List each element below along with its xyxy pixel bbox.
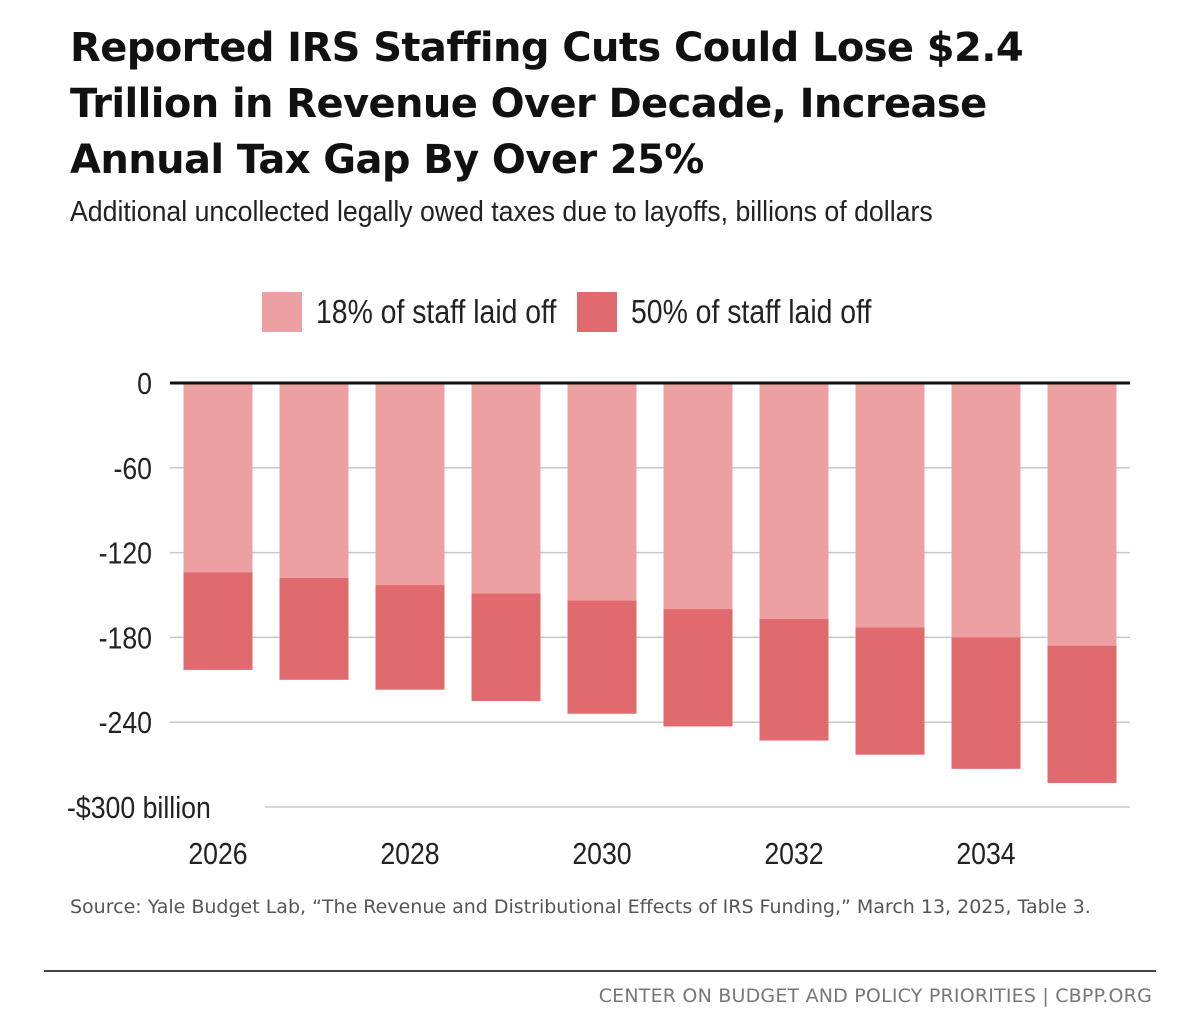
y-tick-label: -120 [99,536,152,571]
y-axis-tick-labels: 0 -60 -120 -180 -240 -$300 billion [67,366,211,825]
x-tick-label: 2034 [956,836,1015,871]
bar-18-percent-2034 [951,383,1021,638]
x-axis-tick-labels: 2026 2028 2030 2032 2034 [188,836,1015,871]
legend-swatch-18-percent [262,292,302,332]
footer-credit: CENTER ON BUDGET AND POLICY PRIORITIES |… [598,985,1152,1007]
legend-item-18-percent: 18% of staff laid off [262,292,557,332]
bar-chart: 0-60-120-180-240-$300 billion 2026 2028 20… [67,366,1130,871]
footer-divider [44,970,1156,972]
bar-18-percent-2031 [663,383,733,610]
source-note: Source: Yale Budget Lab, “The Revenue an… [70,896,1091,918]
legend-item-50-percent: 50% of staff laid off [577,292,872,332]
y-tick-label: -60 [113,451,152,486]
x-tick-label: 2030 [572,836,631,871]
x-tick-label: 2026 [188,836,247,871]
y-tick-label: -240 [99,705,152,740]
bar-18-percent-2033 [855,383,925,628]
bar-18-percent-2030 [567,383,637,601]
chart-title: Reported IRS Staffing Cuts Could Lose $2… [70,25,1024,183]
legend-label-18-percent: 18% of staff laid off [316,293,557,330]
bar-18-percent-2027 [279,383,349,579]
legend-swatch-50-percent [577,292,618,332]
bar-18-percent-2026 [183,383,253,573]
chart-legend: 18% of staff laid off 50% of staff laid … [262,290,893,334]
y-tick-label: 0 [137,366,152,401]
legend-label-50-percent: 50% of staff laid off [631,293,872,330]
bar-18-percent-2029 [471,383,541,594]
bar-18-percent-2032 [759,383,829,620]
x-tick-label: 2032 [764,836,823,871]
bar-18-percent-2028 [375,383,445,586]
x-tick-label: 2028 [380,836,439,871]
bars [183,383,1117,783]
y-tick-label: -$300 billion [67,790,211,825]
bar-18-percent-2035 [1047,383,1117,646]
chart-subtitle: Additional uncollected legally owed taxe… [70,196,933,228]
y-tick-label: -180 [99,620,152,655]
